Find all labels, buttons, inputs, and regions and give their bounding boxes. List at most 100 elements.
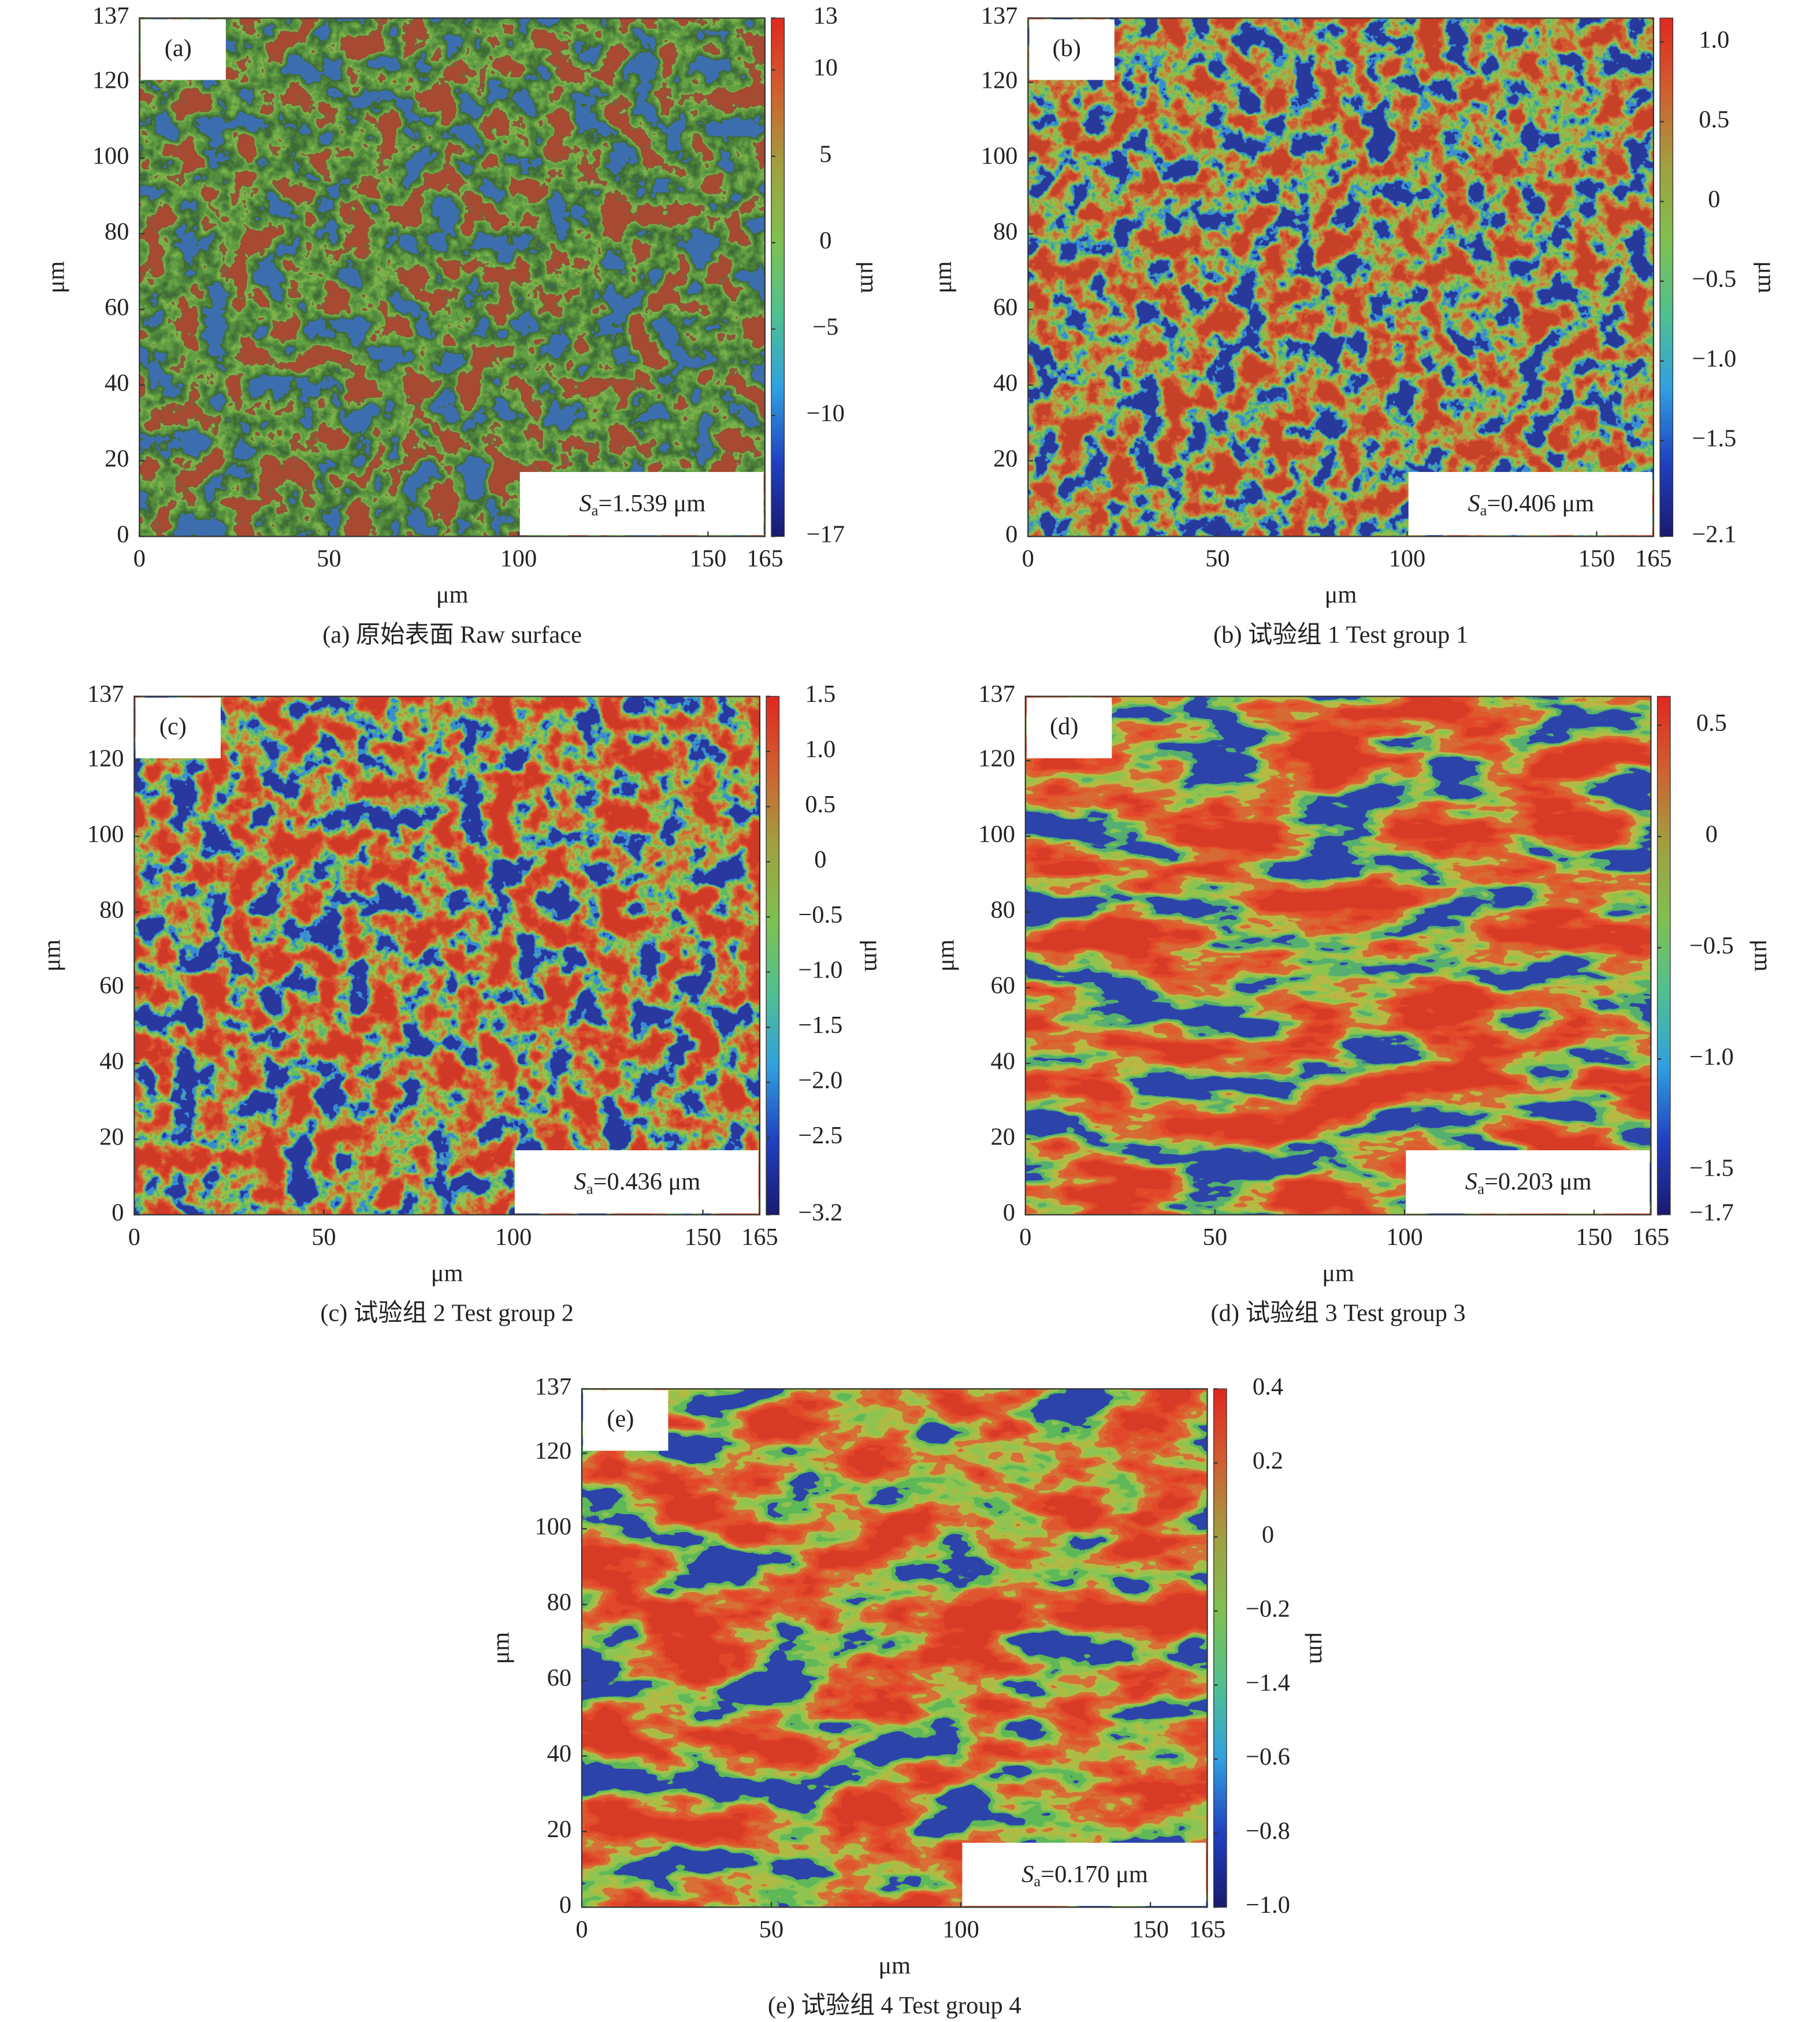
colorbar-tick-label: 0 — [1708, 185, 1720, 213]
caption: (e) 试验组 4 Test group 4 — [768, 1992, 1022, 2019]
annotation-symbol: S — [574, 1168, 586, 1195]
y-tick-label: 120 — [92, 66, 129, 94]
panel-label-box — [583, 1390, 668, 1451]
plot-frame — [1027, 17, 1654, 537]
annotation-subscript: a — [592, 501, 599, 519]
x-tick-label: 150 — [685, 1224, 722, 1251]
colorbar-tick-label: −10 — [807, 400, 845, 427]
panel-label-box — [140, 19, 226, 80]
x-tick-label: 100 — [495, 1224, 532, 1251]
x-tick-label: 0 — [1019, 1224, 1031, 1251]
x-tick-label: 150 — [1132, 1916, 1169, 1943]
colorbar-tick-label: −17 — [807, 521, 845, 548]
plot-frame — [133, 696, 761, 1216]
colorbar — [766, 696, 780, 1216]
y-tick-label: 60 — [99, 972, 124, 999]
colorbar-tick-label: −1.4 — [1246, 1670, 1290, 1697]
annotation-box — [514, 1150, 759, 1214]
annotation-subscript: a — [586, 1180, 593, 1197]
annotation-box — [1406, 1150, 1650, 1214]
x-tick-label: 150 — [1576, 1224, 1613, 1251]
colorbar-tick-label: −0.2 — [1246, 1595, 1290, 1622]
y-axis-label: μm — [39, 939, 66, 972]
y-tick-label: 100 — [92, 142, 129, 169]
annotation-symbol: S — [1468, 490, 1480, 517]
annotation-box — [1408, 471, 1652, 536]
y-tick-label: 0 — [1005, 521, 1017, 548]
annotation: Sa=0.436 μm — [574, 1168, 701, 1198]
y-tick-label: 20 — [993, 445, 1017, 472]
y-tick-label: 40 — [105, 369, 129, 396]
colorbar-tick-label: −1.0 — [1689, 1043, 1734, 1071]
colorbar-tick-label: 10 — [814, 54, 838, 81]
annotation-subscript: a — [1477, 1180, 1484, 1197]
plot-frame — [581, 1388, 1208, 1908]
y-tick-label: 60 — [105, 293, 129, 321]
colorbar-label: μm — [1304, 1632, 1331, 1664]
colorbar — [1656, 696, 1671, 1216]
y-tick-label: 137 — [87, 681, 124, 708]
x-tick-label: 165 — [1189, 1916, 1226, 1943]
panel-label: (e) — [607, 1406, 634, 1433]
x-tick-label: 165 — [1635, 545, 1672, 573]
x-tick-label: 165 — [741, 1224, 778, 1251]
y-tick-label: 40 — [547, 1740, 571, 1767]
annotation-text: =0.436 μm — [593, 1168, 701, 1195]
colorbar-tick-label: −2.1 — [1692, 521, 1736, 548]
y-tick-label: 120 — [534, 1437, 571, 1465]
x-tick-label: 0 — [128, 1224, 140, 1251]
colorbar-tick-label: 0 — [819, 227, 831, 254]
panel-label: (d) — [1050, 713, 1078, 740]
y-tick-label: 0 — [112, 1199, 124, 1226]
annotation-box — [519, 471, 764, 536]
colorbar-tick-label: −1.0 — [798, 956, 842, 983]
x-tick-label: 50 — [1203, 1224, 1227, 1251]
colorbar-tick-label: 5 — [819, 140, 831, 168]
x-tick-label: 100 — [1389, 545, 1426, 573]
x-tick-label: 50 — [1205, 545, 1230, 573]
plot-frame — [139, 17, 766, 537]
x-axis-label: μm — [878, 1952, 911, 1979]
annotation-symbol: S — [1465, 1168, 1477, 1195]
x-tick-label: 50 — [759, 1916, 783, 1943]
caption: (a) 原始表面 Raw surface — [322, 621, 582, 648]
colorbar-tick-label: 0.5 — [805, 791, 835, 818]
x-tick-label: 50 — [311, 1224, 336, 1251]
caption: (d) 试验组 3 Test group 3 — [1211, 1300, 1466, 1327]
colorbar-tick-label: 0.2 — [1253, 1447, 1283, 1474]
x-axis-label: μm — [431, 1259, 463, 1287]
y-tick-label: 100 — [981, 142, 1018, 169]
colorbar-tick-label: −0.8 — [1246, 1817, 1290, 1845]
panel-label-box — [1029, 19, 1115, 80]
colorbar — [1213, 1388, 1227, 1908]
colorbar-tick-label: −0.6 — [1246, 1744, 1290, 1771]
x-axis-label: μm — [1325, 581, 1357, 608]
x-tick-label: 0 — [575, 1916, 588, 1943]
y-tick-label: 120 — [981, 66, 1018, 94]
y-tick-label: 20 — [99, 1123, 124, 1150]
x-axis-label: μm — [436, 581, 469, 608]
colorbar-tick-label: 0 — [1262, 1521, 1274, 1548]
y-tick-label: 80 — [991, 896, 1015, 923]
colorbar-tick-label: −1.5 — [1689, 1154, 1734, 1181]
x-tick-label: 150 — [690, 545, 727, 573]
surface-map — [581, 1389, 1208, 1908]
annotation: Sa=1.539 μm — [579, 490, 705, 519]
x-tick-label: 100 — [1386, 1224, 1423, 1251]
y-tick-label: 40 — [991, 1047, 1015, 1075]
colorbar-tick-label: 0.4 — [1253, 1373, 1283, 1400]
panel-label-box — [135, 697, 221, 759]
colorbar-tick-label: 0 — [1706, 821, 1718, 848]
y-tick-label: 0 — [559, 1891, 571, 1919]
y-tick-label: 20 — [991, 1123, 1015, 1150]
y-tick-label: 80 — [547, 1589, 571, 1616]
y-tick-label: 0 — [117, 521, 129, 548]
annotation-symbol: S — [1022, 1861, 1034, 1888]
colorbar-tick-label: −1.0 — [1246, 1891, 1290, 1919]
x-tick-label: 165 — [1633, 1224, 1670, 1251]
y-tick-label: 137 — [981, 2, 1018, 29]
colorbar-tick-label: −5 — [812, 313, 838, 340]
annotation-subscript: a — [1034, 1872, 1041, 1890]
caption: (c) 试验组 2 Test group 2 — [320, 1300, 574, 1327]
